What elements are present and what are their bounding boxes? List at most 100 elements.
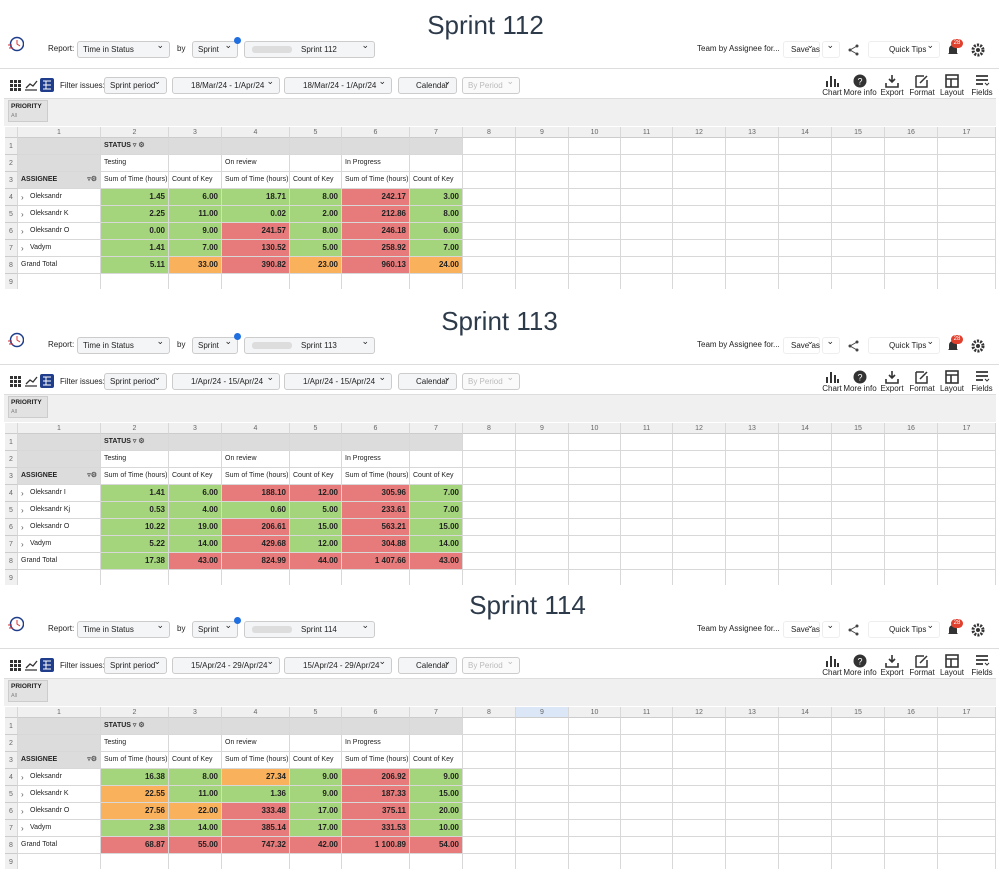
action-icon[interactable] — [824, 653, 840, 669]
chart-view-button[interactable] — [23, 657, 39, 673]
action-icon[interactable] — [884, 369, 900, 385]
action-label[interactable]: More info — [843, 668, 877, 677]
save-as-button[interactable]: Save as — [783, 38, 820, 58]
team-label[interactable]: Team by Assignee for... — [697, 44, 780, 53]
action-label[interactable]: More info — [843, 384, 877, 393]
priority-filter[interactable] — [8, 396, 48, 418]
save-as-button[interactable]: Save as — [783, 334, 820, 354]
action-label[interactable]: Layout — [939, 668, 965, 677]
column-number: 8 — [463, 707, 516, 718]
action-icon[interactable]: ? — [852, 653, 868, 669]
pivot-view-button[interactable] — [39, 373, 55, 389]
action-icon[interactable] — [824, 369, 840, 385]
action-icon[interactable] — [944, 73, 960, 89]
sprint-period-select[interactable]: Sprint period — [104, 654, 167, 674]
by-select[interactable]: Sprint — [192, 618, 238, 638]
end-date-select[interactable]: 15/Apr/24 - 29/Apr/24 — [284, 654, 392, 674]
save-menu-button[interactable] — [822, 38, 840, 58]
report-select[interactable]: Time in Status — [77, 618, 170, 638]
action-label[interactable]: Fields — [971, 88, 993, 97]
action-icon[interactable] — [914, 73, 930, 89]
settings-button[interactable] — [970, 42, 986, 58]
quick-tips-button[interactable]: Quick Tips — [868, 38, 940, 58]
chart-view-button[interactable] — [23, 77, 39, 93]
start-date-select[interactable]: 15/Apr/24 - 29/Apr/24 — [172, 654, 280, 674]
by-period-select[interactable]: By Period — [462, 654, 520, 674]
action-icon[interactable] — [824, 73, 840, 89]
action-label[interactable]: Fields — [971, 384, 993, 393]
sprint-select[interactable]: Sprint 114 — [244, 618, 375, 638]
grid-cell — [290, 570, 342, 585]
action-icon[interactable] — [884, 653, 900, 669]
share-button[interactable] — [846, 338, 862, 354]
end-date-select[interactable]: 1/Apr/24 - 15/Apr/24 — [284, 370, 392, 390]
action-label[interactable]: Fields — [971, 668, 993, 677]
action-icon[interactable]: ? — [852, 369, 868, 385]
save-as-button[interactable]: Save as — [783, 618, 820, 638]
grid-view-button[interactable] — [7, 373, 23, 389]
sprint-period-select[interactable]: Sprint period — [104, 74, 167, 94]
pivot-view-button[interactable] — [39, 77, 55, 93]
expand-chevron: › — [21, 790, 24, 799]
value-cell: 563.21 — [342, 519, 410, 536]
share-button[interactable] — [846, 42, 862, 58]
action-label[interactable]: Layout — [939, 88, 965, 97]
calendar-select[interactable]: Calendar — [398, 74, 457, 94]
action-icon[interactable] — [944, 653, 960, 669]
team-label[interactable]: Team by Assignee for... — [697, 624, 780, 633]
action-icon[interactable] — [914, 653, 930, 669]
grid-cell — [569, 786, 621, 803]
action-icon[interactable]: ? — [852, 73, 868, 89]
grid-cell — [938, 155, 996, 172]
action-icon[interactable] — [974, 653, 990, 669]
action-icon[interactable] — [914, 369, 930, 385]
by-select[interactable]: Sprint — [192, 38, 238, 58]
calendar-select[interactable]: Calendar — [398, 654, 457, 674]
action-icon[interactable] — [974, 369, 990, 385]
sprint-select[interactable]: Sprint 112 — [244, 38, 375, 58]
action-label[interactable]: Format — [909, 668, 935, 677]
action-icon[interactable] — [944, 369, 960, 385]
start-date-select[interactable]: 18/Mar/24 - 1/Apr/24 — [172, 74, 280, 94]
action-label[interactable]: Format — [909, 384, 935, 393]
by-period-select[interactable]: By Period — [462, 370, 520, 390]
grid-view-button[interactable] — [7, 77, 23, 93]
pivot-view-button[interactable] — [39, 657, 55, 673]
share-button[interactable] — [846, 622, 862, 638]
quick-tips-button[interactable]: Quick Tips — [868, 618, 940, 638]
start-date-select[interactable]: 1/Apr/24 - 15/Apr/24 — [172, 370, 280, 390]
action-label[interactable]: Chart — [822, 384, 842, 393]
action-label[interactable]: Chart — [822, 668, 842, 677]
settings-button[interactable] — [970, 338, 986, 354]
action-label[interactable]: Export — [880, 88, 904, 97]
chart-view-button[interactable] — [23, 373, 39, 389]
value-cell: 27.34 — [222, 769, 290, 786]
action-label[interactable]: Chart — [822, 88, 842, 97]
sprint-period-select[interactable]: Sprint period — [104, 370, 167, 390]
action-icon[interactable] — [884, 73, 900, 89]
action-label[interactable]: Format — [909, 88, 935, 97]
action-label[interactable]: Layout — [939, 384, 965, 393]
priority-filter[interactable] — [8, 100, 48, 122]
action-icon[interactable] — [974, 73, 990, 89]
save-menu-button[interactable] — [822, 334, 840, 354]
settings-button[interactable] — [970, 622, 986, 638]
report-select[interactable]: Time in Status — [77, 38, 170, 58]
by-select[interactable]: Sprint — [192, 334, 238, 354]
quick-tips-button[interactable]: Quick Tips — [868, 334, 940, 354]
team-label[interactable]: Team by Assignee for... — [697, 340, 780, 349]
save-menu-button[interactable] — [822, 618, 840, 638]
row-number: 1 — [5, 138, 18, 155]
action-label[interactable]: More info — [843, 88, 877, 97]
sprint-select[interactable]: Sprint 113 — [244, 334, 375, 354]
action-label[interactable]: Export — [880, 668, 904, 677]
action-label[interactable]: Export — [880, 384, 904, 393]
grid-cell — [463, 769, 516, 786]
by-period-select[interactable]: By Period — [462, 74, 520, 94]
calendar-select[interactable]: Calendar — [398, 370, 457, 390]
report-select[interactable]: Time in Status — [77, 334, 170, 354]
grid-cell — [463, 257, 516, 274]
priority-filter[interactable] — [8, 680, 48, 702]
end-date-select[interactable]: 18/Mar/24 - 1/Apr/24 — [284, 74, 392, 94]
grid-view-button[interactable] — [7, 657, 23, 673]
